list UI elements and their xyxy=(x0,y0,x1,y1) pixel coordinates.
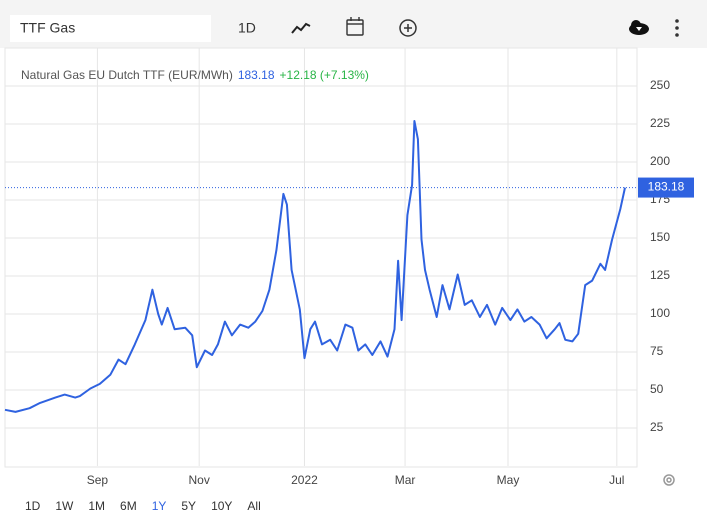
y-tick-label: 200 xyxy=(650,154,670,168)
title-text: Natural Gas EU Dutch TTF (EUR/MWh) xyxy=(21,68,233,82)
x-tick-label: Nov xyxy=(189,473,210,487)
y-tick-label: 25 xyxy=(650,420,664,434)
price-text: 183.18 xyxy=(238,68,275,82)
chart-type-icon[interactable] xyxy=(291,22,311,34)
range-button[interactable]: All xyxy=(247,499,260,513)
x-tick-label: Mar xyxy=(395,473,416,487)
search-text: TTF Gas xyxy=(20,20,75,36)
x-tick-label: Sep xyxy=(87,473,109,487)
range-button[interactable]: 1M xyxy=(88,499,105,513)
range-button[interactable]: 1Y xyxy=(152,499,167,513)
range-button[interactable]: 1W xyxy=(55,499,74,513)
y-tick-label: 125 xyxy=(650,268,670,282)
download-icon[interactable] xyxy=(629,20,649,35)
plot-frame xyxy=(4,47,638,468)
add-icon[interactable] xyxy=(399,19,417,37)
calendar-icon[interactable] xyxy=(346,17,364,36)
change-text: +12.18 (+7.13%) xyxy=(280,68,369,82)
x-tick-label: Jul xyxy=(609,473,624,487)
search-box[interactable] xyxy=(10,15,211,42)
y-tick-label: 50 xyxy=(650,382,664,396)
range-button[interactable]: 5Y xyxy=(181,499,196,513)
y-tick-label: 75 xyxy=(650,344,664,358)
chart-title: Natural Gas EU Dutch TTF (EUR/MWh) 183.18… xyxy=(21,68,369,82)
range-button[interactable]: 6M xyxy=(120,499,137,513)
y-tick-label: 225 xyxy=(650,116,670,130)
range-button[interactable]: 10Y xyxy=(211,499,232,513)
menu-icon[interactable] xyxy=(675,19,679,37)
y-tick-label: 100 xyxy=(650,306,670,320)
y-tick-label: 150 xyxy=(650,230,670,244)
y-tick-label: 250 xyxy=(650,78,670,92)
price-badge xyxy=(638,177,694,198)
interval-button[interactable]: 1D xyxy=(238,20,256,36)
settings-icon[interactable] xyxy=(663,474,675,486)
price-badge-text: 183.18 xyxy=(648,180,685,194)
x-tick-label: 2022 xyxy=(291,473,318,487)
x-tick-label: May xyxy=(497,473,520,487)
range-button[interactable]: 1D xyxy=(25,499,41,513)
price-line xyxy=(4,120,626,413)
